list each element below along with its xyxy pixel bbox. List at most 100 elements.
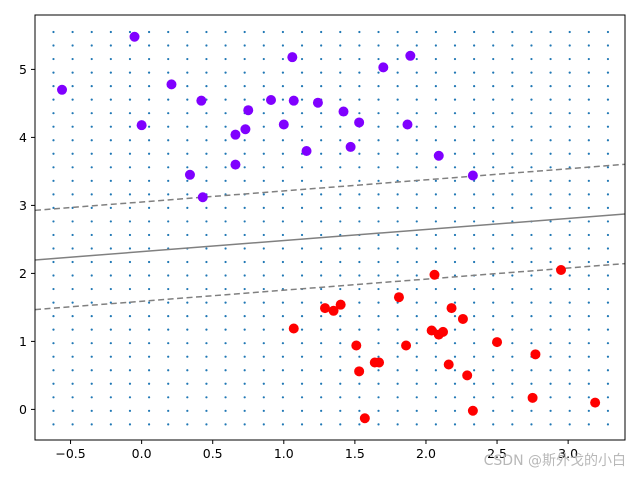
grid-point <box>320 233 323 237</box>
grid-point <box>606 220 610 223</box>
grid-point <box>224 206 227 209</box>
grid-point <box>606 179 610 182</box>
purple-data-point <box>402 119 413 130</box>
grid-point <box>167 328 170 331</box>
grid-point <box>511 44 514 47</box>
grid-point <box>90 409 93 412</box>
grid-point <box>453 287 457 291</box>
grid-point <box>568 71 571 74</box>
grid-point <box>377 57 380 61</box>
grid-point <box>606 166 610 169</box>
grid-point <box>281 260 285 264</box>
red-data-point <box>527 392 538 403</box>
grid-point <box>281 139 285 142</box>
grid-point <box>568 139 571 142</box>
grid-point <box>492 44 495 47</box>
grid-point <box>415 396 418 399</box>
grid-point <box>205 409 208 412</box>
grid-point <box>415 44 418 47</box>
grid-point <box>377 315 380 318</box>
grid-point <box>128 71 132 74</box>
grid-point <box>530 71 533 74</box>
grid-point <box>492 409 495 412</box>
grid-point <box>205 125 208 128</box>
grid-point <box>511 260 514 264</box>
grid-point <box>52 220 55 223</box>
grid-point <box>358 287 361 291</box>
grid-point <box>109 328 112 331</box>
grid-point <box>434 315 437 318</box>
grid-point <box>549 328 552 331</box>
grid-point <box>300 30 304 34</box>
grid-point <box>128 166 132 169</box>
grid-point <box>358 71 361 74</box>
grid-point <box>90 342 93 345</box>
grid-point <box>109 166 112 169</box>
grid-point <box>473 369 476 372</box>
grid-point <box>453 260 457 264</box>
grid-point <box>434 423 437 426</box>
grid-point <box>606 396 610 399</box>
grid-point <box>396 315 399 318</box>
grid-point <box>243 315 246 318</box>
grid-point <box>492 57 495 61</box>
grid-point <box>415 139 418 142</box>
grid-point <box>587 125 590 128</box>
grid-point <box>243 30 246 34</box>
grid-point <box>339 369 342 372</box>
grid-point <box>243 44 246 47</box>
grid-point <box>320 206 323 209</box>
grid-point <box>90 125 93 128</box>
grid-point <box>71 125 74 128</box>
red-data-point <box>359 413 370 424</box>
grid-point <box>434 260 437 264</box>
grid-point <box>167 98 170 101</box>
grid-point <box>147 166 151 169</box>
grid-point <box>243 287 246 291</box>
grid-point <box>358 206 361 209</box>
grid-point <box>358 301 361 304</box>
grid-point <box>415 57 418 61</box>
grid-point <box>186 328 189 331</box>
grid-point <box>281 206 285 209</box>
grid-point <box>339 423 342 426</box>
grid-point <box>511 396 514 399</box>
grid-point <box>453 152 457 155</box>
grid-point <box>396 409 399 412</box>
grid-point <box>281 193 285 196</box>
grid-point <box>262 287 265 291</box>
grid-point <box>415 409 418 412</box>
grid-point <box>320 125 323 128</box>
grid-point <box>606 152 610 155</box>
grid-point <box>109 409 112 412</box>
grid-point <box>109 287 112 291</box>
grid-point <box>511 125 514 128</box>
grid-point <box>549 139 552 142</box>
purple-data-point <box>166 79 177 90</box>
grid-point <box>339 260 342 264</box>
grid-point <box>377 44 380 47</box>
grid-point <box>415 260 418 264</box>
grid-point <box>90 233 93 237</box>
grid-point <box>396 166 399 169</box>
grid-point <box>530 274 533 277</box>
grid-point <box>549 85 552 88</box>
grid-point <box>205 233 208 237</box>
grid-point <box>453 315 457 318</box>
red-data-point <box>556 265 567 275</box>
grid-point <box>587 71 590 74</box>
grid-point <box>473 98 476 101</box>
grid-point <box>473 315 476 318</box>
red-data-point <box>374 357 385 368</box>
data-points <box>57 31 601 424</box>
grid-point <box>339 396 342 399</box>
grid-point <box>549 206 552 209</box>
grid-point <box>434 409 437 412</box>
grid-point <box>473 125 476 128</box>
grid-point <box>128 179 132 182</box>
grid-point <box>320 396 323 399</box>
grid-point <box>205 44 208 47</box>
grid-point <box>606 287 610 291</box>
grid-point <box>320 247 323 250</box>
